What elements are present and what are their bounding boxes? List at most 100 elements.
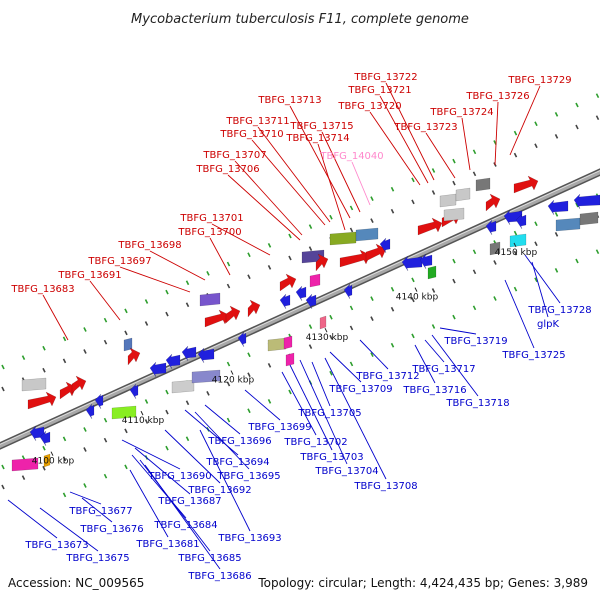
leader-line xyxy=(439,327,477,335)
kbp-label: 4110 kbp xyxy=(122,416,165,426)
tick-mark xyxy=(62,436,67,442)
tick-mark xyxy=(349,361,354,367)
gene-feature xyxy=(555,217,581,232)
gene-feature xyxy=(85,403,95,420)
gene-feature xyxy=(127,347,141,366)
gene-label-top: TBFG_13700 xyxy=(177,227,241,238)
kbp-label: 4130 kbp xyxy=(306,333,349,343)
gene-feature xyxy=(279,273,297,292)
gene-feature xyxy=(309,273,321,288)
tick-mark xyxy=(267,362,272,368)
leader-line xyxy=(321,131,361,213)
gene-feature xyxy=(579,211,599,226)
tick-mark xyxy=(554,134,559,139)
tick-mark xyxy=(472,149,477,155)
gene-feature xyxy=(343,283,353,300)
gene-label-bottom: TBFG_13725 xyxy=(501,350,565,361)
tick-mark xyxy=(83,327,87,332)
leader-line xyxy=(431,334,479,397)
gene-features xyxy=(11,175,600,472)
gene-feature xyxy=(285,352,295,367)
gene-label-bottom: TBFG_13702 xyxy=(283,437,347,448)
gene-label-top: TBFG_13683 xyxy=(10,284,74,295)
leader-line xyxy=(144,464,221,570)
gene-label-top: TBFG_13729 xyxy=(507,75,571,86)
tick-mark xyxy=(411,199,415,205)
tick-mark xyxy=(370,296,374,301)
leader-line xyxy=(281,371,317,436)
leader-line xyxy=(134,447,191,495)
gene-label-top: TBFG_13697 xyxy=(87,256,151,267)
leader-line xyxy=(289,364,333,451)
tick-mark xyxy=(308,246,313,252)
gene-feature xyxy=(513,175,539,194)
leader-line xyxy=(211,223,271,256)
gene-feature xyxy=(171,379,195,394)
gene-labels: TBFG_13683 TBFG_13691 TBFG_13697 TBFG_13698… xyxy=(10,72,591,582)
tick-mark xyxy=(103,473,108,479)
tick-mark xyxy=(288,389,292,395)
kbp-tick-labels: 4100 kbp 4110 kbp 4120 kbp 4130 kbp 4140 kbp… xyxy=(32,242,537,467)
tick-mark xyxy=(165,445,169,451)
leader-line xyxy=(379,95,429,184)
leader-line xyxy=(504,279,535,349)
leader-line xyxy=(139,459,211,552)
gene-label-bottom: TBFG_13699 xyxy=(247,422,311,433)
leader-line xyxy=(164,429,221,484)
gene-feature xyxy=(379,237,391,254)
gene-label-top: TBFG_13710 xyxy=(219,129,283,140)
gene-feature xyxy=(485,193,501,212)
tick-mark xyxy=(411,177,415,183)
tick-mark xyxy=(226,381,231,387)
gene-label-top: TBFG_13691 xyxy=(57,270,121,281)
gene-label-bottom: TBFG_13684 xyxy=(153,520,217,531)
label-leader-lines xyxy=(7,82,561,570)
tick-mark xyxy=(42,367,46,373)
leader-line xyxy=(204,404,241,435)
tick-mark xyxy=(390,306,395,312)
gene-feature xyxy=(199,292,221,307)
leader-line xyxy=(494,101,499,166)
gene-feature xyxy=(197,347,215,364)
tick-mark xyxy=(124,330,128,336)
tick-mark xyxy=(247,352,251,358)
gene-feature xyxy=(237,331,247,348)
gene-label-bottom: TBFG_13695 xyxy=(216,471,280,482)
tick-mark xyxy=(513,130,518,136)
tick-mark xyxy=(329,334,333,340)
gene-label-top: TBFG_13706 xyxy=(195,164,259,175)
tick-mark xyxy=(370,196,374,201)
gene-label-bottom: TBFG_13719 xyxy=(443,336,507,347)
tick-mark xyxy=(1,386,5,392)
tick-mark xyxy=(349,325,354,331)
gene-label-bottom: TBFG_13718 xyxy=(445,398,509,409)
kbp-tick xyxy=(140,410,144,416)
gene-feature xyxy=(283,335,293,350)
leader-line xyxy=(509,85,541,156)
gene-feature xyxy=(225,305,241,324)
tick-mark xyxy=(472,269,477,275)
tick-mark xyxy=(144,399,149,404)
gene-feature xyxy=(305,293,317,310)
gene-feature xyxy=(181,345,197,362)
tick-mark xyxy=(103,437,108,443)
leader-line xyxy=(69,491,102,505)
tick-mark xyxy=(206,271,210,276)
tick-mark xyxy=(534,241,538,247)
gene-feature xyxy=(267,337,287,352)
gene-label-bottom: TBFG_13690 xyxy=(147,471,211,482)
gene-label-bottom: TBFG_13692 xyxy=(187,485,251,496)
gene-label-bottom: TBFG_13704 xyxy=(314,466,378,477)
leader-line xyxy=(121,439,181,470)
gene-label-bottom: TBFG_13675 xyxy=(65,553,129,564)
leader-line xyxy=(299,359,348,465)
tick-mark xyxy=(472,171,477,177)
tick-mark xyxy=(431,168,436,173)
leader-line xyxy=(119,266,191,293)
gene-label-top: TBFG_13720 xyxy=(337,101,401,112)
leader-line xyxy=(234,160,303,236)
gene-feature xyxy=(149,361,167,378)
tick-mark xyxy=(144,299,149,304)
tick-mark xyxy=(472,249,477,255)
